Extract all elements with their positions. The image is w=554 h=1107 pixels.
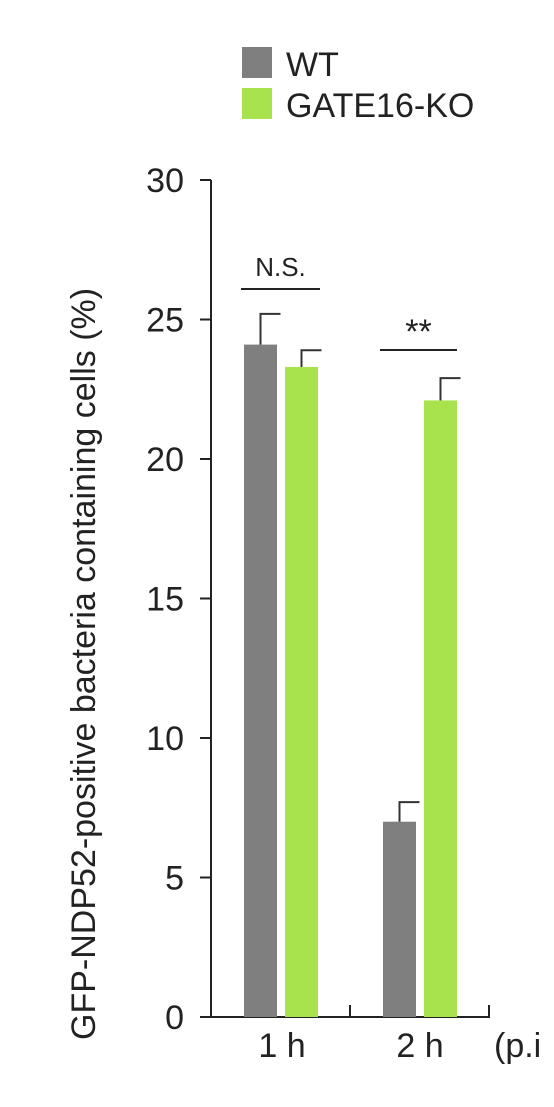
- y-tick-label: 0: [165, 999, 184, 1037]
- bar-gate16-ko-2: [424, 400, 457, 1017]
- y-tick-label: 10: [146, 720, 184, 758]
- significance-annotations: N.S. **: [241, 252, 457, 351]
- legend: WT GATE16-KO: [242, 46, 474, 125]
- significance-label: N.S.: [255, 252, 306, 282]
- x-tick-label: 2 h: [396, 1027, 443, 1065]
- legend-label-gate16-ko: GATE16-KO: [286, 87, 474, 125]
- y-tick-label: 15: [146, 581, 184, 619]
- y-tick-label: 25: [146, 302, 184, 340]
- bar-gate16-ko-1: [285, 366, 318, 1017]
- x-tick-labels: 1 h 2 h: [258, 1027, 443, 1065]
- y-tick-label: 30: [146, 162, 184, 200]
- legend-swatch-wt: [242, 47, 272, 78]
- x-unit-note: (p.i: [494, 1027, 541, 1065]
- y-ticks: 0 5 10 15 20 25 30: [146, 162, 211, 1037]
- y-tick-label: 5: [165, 860, 184, 898]
- significance-label: **: [405, 313, 431, 351]
- bars: [244, 312, 461, 1017]
- y-tick-label: 20: [146, 441, 184, 479]
- x-tick-label: 1 h: [258, 1027, 305, 1065]
- legend-label-wt: WT: [286, 46, 339, 84]
- bar-wt-1: [244, 344, 277, 1017]
- y-axis-label: GFP-NDP52-positive bacteria containing c…: [65, 288, 103, 1040]
- bar-wt-2: [383, 821, 416, 1017]
- legend-swatch-gate16-ko: [242, 88, 272, 119]
